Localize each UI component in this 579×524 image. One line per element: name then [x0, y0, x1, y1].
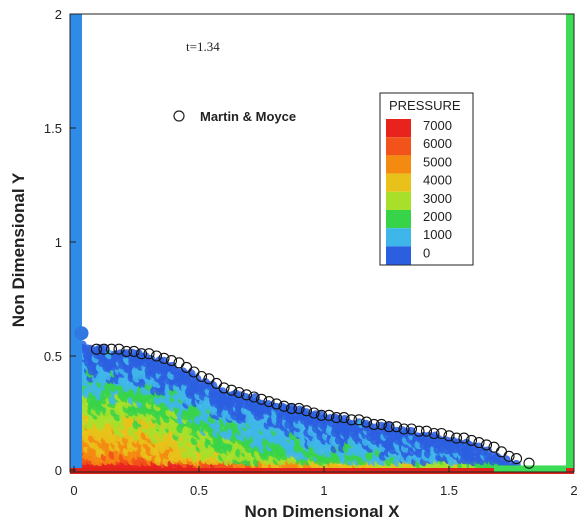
data-point [263, 396, 275, 408]
data-point [383, 421, 395, 433]
axis-ticks: 0 0.5 1 1.5 2 0 0.5 1 1.5 2 [44, 7, 578, 498]
colorbar-swatch [386, 173, 411, 192]
data-point [285, 402, 298, 414]
x-tick-label: 0 [70, 483, 77, 498]
colorbar-swatch [386, 119, 411, 138]
x-tick-label: 0.5 [190, 483, 208, 498]
data-point [90, 343, 103, 355]
fluid-particle [455, 439, 465, 449]
martin-moyce-series [90, 343, 535, 469]
data-point [390, 421, 403, 433]
time-annotation: t=1.34 [186, 39, 220, 54]
legend-marker-icon [173, 110, 185, 122]
y-tick-label: 0 [55, 463, 62, 478]
colorbar-label: 5000 [423, 154, 452, 169]
data-point [405, 423, 418, 435]
data-point [98, 343, 110, 355]
colorbar-swatch [386, 228, 411, 247]
data-point [218, 382, 230, 394]
y-axis-label: Non Dimensional Y [9, 172, 28, 327]
data-point [308, 407, 320, 419]
data-point [150, 350, 163, 362]
data-point [240, 389, 253, 401]
colorbar-swatch [386, 155, 411, 174]
data-point [458, 432, 470, 444]
legend-series-label: Martin & Moyce [200, 109, 296, 124]
data-point [255, 393, 268, 405]
data-point [345, 414, 358, 426]
pressure-colorbar: PRESSURE 7000 6000 5000 4000 3000 2000 1000 0 [379, 92, 474, 266]
x-axis-label: Non Dimensional X [245, 502, 401, 521]
data-point [120, 345, 133, 357]
y-tick-label: 1.5 [44, 121, 62, 136]
data-point [233, 386, 245, 399]
plot-frame [69, 13, 575, 473]
data-point [375, 418, 388, 430]
x-tick-label: 2 [570, 483, 577, 498]
colorbar-swatch [386, 137, 411, 156]
data-point [450, 432, 463, 444]
data-point [443, 430, 455, 442]
colorbar-label: 3000 [423, 191, 452, 206]
bottom-wall [70, 468, 574, 474]
colorbar-label: 4000 [423, 173, 452, 188]
colorbar-label: 1000 [423, 227, 452, 242]
colorbar-swatch [386, 191, 411, 210]
data-point [338, 412, 350, 424]
right-wall [566, 14, 574, 470]
x-tick-label: 1 [320, 483, 327, 498]
data-point [293, 402, 305, 414]
data-point [158, 352, 170, 364]
colorbar-label: 0 [423, 245, 430, 260]
data-point [105, 343, 118, 355]
data-point [248, 391, 260, 403]
data-point [368, 418, 380, 430]
data-point [300, 405, 313, 417]
pressure-field [70, 325, 521, 472]
data-point [128, 345, 140, 357]
data-point [315, 409, 328, 421]
data-point [510, 453, 523, 465]
data-point [135, 348, 148, 360]
data-point [323, 409, 335, 421]
colorbar-label: 6000 [423, 136, 452, 151]
data-point [480, 439, 493, 451]
x-tick-label: 1.5 [440, 483, 458, 498]
data-point [113, 343, 125, 355]
data-point [428, 427, 440, 440]
data-point [523, 457, 535, 469]
corner-particle [74, 326, 89, 341]
data-point [225, 384, 238, 396]
data-point [270, 398, 283, 410]
data-point [360, 416, 373, 428]
data-point [413, 425, 425, 437]
data-point [143, 348, 155, 360]
y-tick-label: 0.5 [44, 349, 62, 364]
colorbar-label: 2000 [423, 209, 452, 224]
data-point [353, 414, 365, 426]
data-point [330, 412, 343, 424]
series-legend: Martin & Moyce [173, 109, 296, 124]
data-point [278, 400, 290, 412]
y-tick-label: 2 [55, 7, 62, 22]
data-point [435, 427, 448, 440]
data-point [165, 355, 178, 367]
data-point [503, 450, 515, 462]
colorbar-swatch [386, 210, 411, 229]
data-point [195, 370, 208, 383]
colorbar-swatch [386, 246, 411, 265]
data-point [420, 425, 433, 437]
data-point [465, 434, 478, 446]
colorbar-label: 7000 [423, 118, 452, 133]
data-point [398, 423, 410, 435]
data-point [473, 437, 485, 449]
colorbar-title: PRESSURE [389, 98, 461, 113]
y-tick-label: 1 [55, 235, 62, 250]
